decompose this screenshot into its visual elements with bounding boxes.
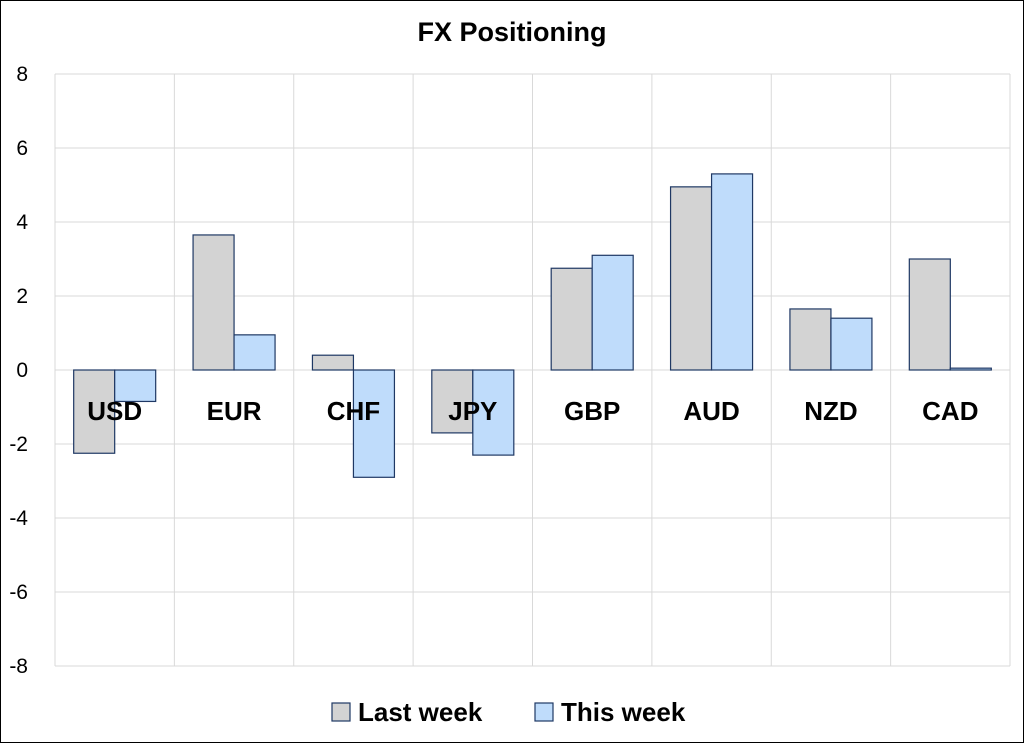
y-tick-label: 2	[16, 285, 28, 308]
grid-layer	[54, 73, 1011, 667]
bar-last-week-chf	[311, 354, 355, 371]
y-tick-label: 4	[16, 211, 28, 234]
y-tick-label: 6	[16, 137, 28, 160]
bar-last-week-aud	[669, 186, 713, 371]
category-label-nzd: NZD	[804, 396, 857, 426]
bar-this-week-eur	[233, 334, 276, 371]
legend-swatch-this-week	[534, 702, 554, 722]
y-tick-label: -6	[9, 581, 28, 604]
category-label-gbp: GBP	[564, 396, 620, 426]
legend-label-this-week: This week	[561, 697, 686, 727]
y-tick-label: -8	[9, 655, 28, 678]
bar-last-week-usd	[73, 369, 116, 454]
bar-this-week-gbp	[591, 254, 634, 371]
y-tick-label: 8	[16, 63, 28, 86]
bars	[73, 173, 992, 478]
bar-last-week-eur	[192, 234, 235, 371]
bar-this-week-aud	[710, 173, 754, 371]
category-labels: USD EUR CHF JPY GBP AUD NZD CAD	[87, 396, 978, 426]
bar-last-week-nzd	[789, 308, 832, 371]
bar-this-week-cad	[949, 367, 992, 371]
legend-swatch-last-week	[331, 702, 351, 722]
category-label-jpy: JPY	[448, 396, 497, 426]
legend-label-last-week: Last week	[358, 697, 483, 727]
bar-last-week-cad	[908, 258, 951, 371]
category-label-cad: CAD	[922, 396, 978, 426]
y-tick-label: 0	[16, 359, 28, 382]
bar-this-week-nzd	[830, 317, 873, 371]
y-tick-label: -2	[9, 433, 28, 456]
category-label-eur: EUR	[207, 396, 262, 426]
chart-title: FX Positioning	[418, 17, 607, 47]
y-axis-ticks: 8 6 4 2 0 -2 -4 -6 -8	[9, 63, 28, 678]
legend: Last week This week	[331, 697, 686, 727]
category-label-aud: AUD	[683, 396, 739, 426]
bar-this-week-chf	[352, 369, 396, 478]
category-label-usd: USD	[87, 396, 142, 426]
bar-this-week-usd	[114, 369, 157, 403]
y-tick-label: -4	[9, 507, 28, 530]
category-label-chf: CHF	[327, 396, 380, 426]
bar-last-week-gbp	[550, 267, 593, 371]
bar-this-week-jpy	[472, 369, 515, 456]
